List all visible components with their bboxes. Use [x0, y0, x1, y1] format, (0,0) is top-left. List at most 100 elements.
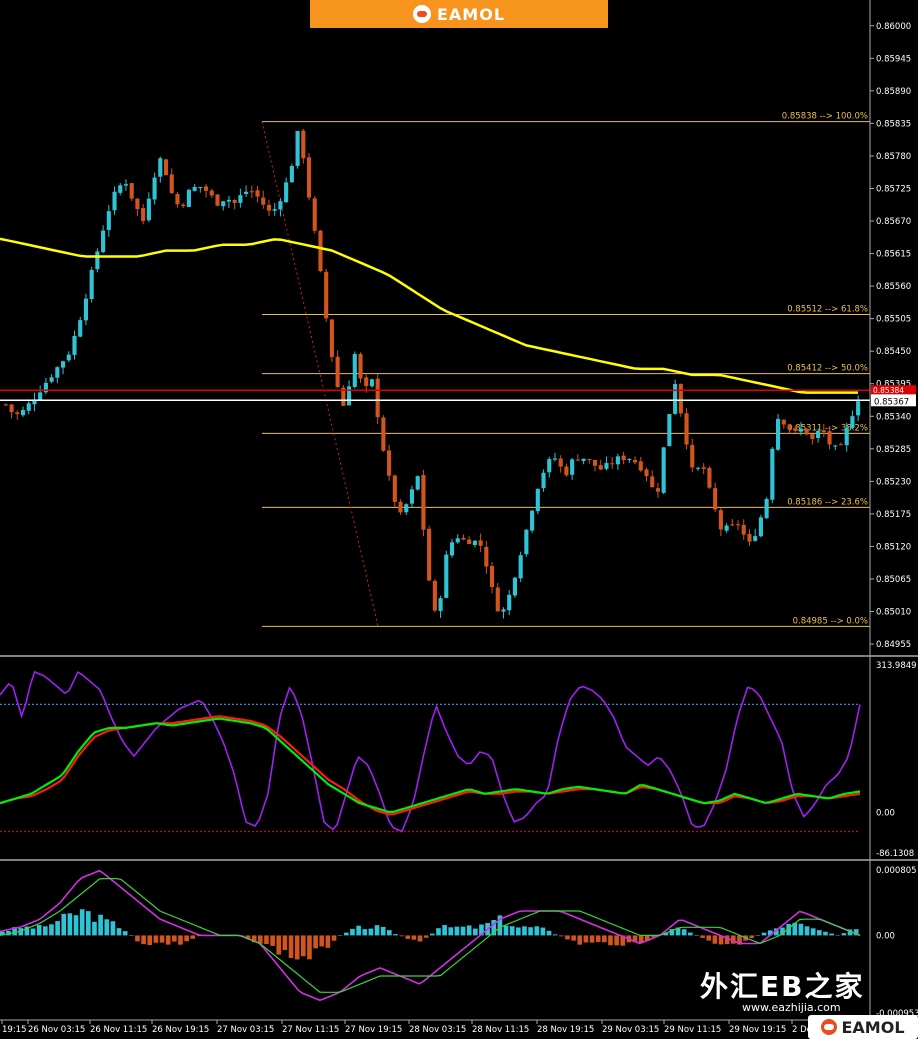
macd-histogram-bar [663, 932, 669, 936]
candle-body [438, 598, 443, 611]
macd-histogram-bar [694, 935, 699, 936]
price-tick-label: 0.85340 [876, 412, 911, 422]
candle-body [78, 320, 83, 337]
price-tick-label: 0.85010 [876, 608, 911, 618]
macd-histogram-bar [804, 926, 810, 936]
macd-histogram-bar [823, 931, 828, 936]
macd-histogram-bar [153, 935, 159, 943]
macd-histogram-bar [350, 928, 355, 936]
candle-body [724, 525, 729, 531]
macd-histogram-bar [356, 925, 361, 936]
candle-body [284, 182, 289, 203]
candle-body [255, 190, 260, 197]
candle-body [358, 354, 363, 379]
candle-body [707, 467, 712, 488]
macd-histogram-bar [565, 935, 570, 940]
macd-histogram-bar [749, 935, 755, 939]
candle-body [181, 204, 186, 207]
candle-body [690, 444, 695, 468]
candle-body [735, 524, 741, 526]
candle-body [295, 131, 300, 166]
macd-tick-label: 0.00 [876, 931, 895, 941]
time-axis-label: 29 Nov 19:15 [729, 1025, 786, 1035]
price-tick-label: 0.84955 [876, 640, 911, 650]
macd-histogram-bar [835, 934, 841, 936]
candle-body [404, 504, 409, 513]
macd-histogram-bar [178, 935, 183, 945]
candle-body [695, 467, 701, 469]
current-price-tag [871, 394, 916, 407]
candle-body [209, 190, 214, 196]
macd-histogram-bar [405, 935, 411, 939]
macd-tick-label: 0.000805 [876, 866, 917, 876]
candle-body [55, 367, 60, 378]
top-logo-text: EAMOL [436, 4, 506, 24]
candle-body [615, 456, 620, 465]
candle-body [266, 204, 272, 211]
candle-body [101, 230, 106, 253]
candle-body [112, 191, 117, 211]
price-tick-label: 0.85725 [876, 184, 911, 194]
candle-body [787, 424, 792, 430]
macd-histogram-bar [110, 921, 116, 936]
watermark-text: 外汇EB之家 [700, 970, 865, 1003]
price-tick-label: 0.85505 [876, 315, 911, 325]
candle-body [667, 414, 672, 447]
macd-histogram-bar [473, 928, 478, 936]
macd-histogram-bar [761, 932, 767, 936]
macd-histogram-bar [528, 927, 533, 936]
candle-body [530, 510, 535, 531]
candle-body [364, 377, 369, 387]
candle-body [123, 184, 129, 186]
macd-histogram-bar [780, 927, 785, 936]
macd-histogram-bar [380, 926, 386, 936]
candle-body [347, 386, 352, 406]
macd-histogram-bar [36, 925, 42, 936]
top-logo-banner: EAMOL [310, 0, 608, 28]
macd-histogram-bar [731, 935, 736, 944]
candle-body [444, 554, 449, 598]
macd-histogram-bar [620, 935, 626, 946]
price-tick-label: 0.86000 [876, 22, 911, 32]
candle-body [43, 382, 48, 393]
macd-histogram-bar [767, 930, 773, 936]
candle-body [850, 416, 855, 429]
macd-histogram-bar [559, 935, 564, 937]
candle-body [186, 189, 191, 207]
macd-histogram-bar [737, 935, 742, 945]
candle-body [535, 488, 540, 512]
candle-body [547, 459, 552, 473]
candle-body [558, 458, 563, 467]
candle-body [387, 450, 392, 476]
macd-histogram-bar [98, 914, 103, 936]
price-tick-label: 0.85175 [876, 510, 911, 520]
macd-histogram-bar [786, 924, 791, 936]
candle-body [650, 476, 655, 488]
candle-body [335, 356, 340, 388]
macd-histogram-bar [387, 930, 392, 936]
fib-level-label: 0.85412 --> 50.0% [787, 364, 868, 374]
time-axis-label: 28 Nov 03:15 [409, 1025, 466, 1035]
candle-body [673, 383, 678, 414]
time-axis-label: 28 Nov 19:15 [537, 1025, 594, 1035]
candle-body [146, 198, 151, 221]
current-price-label: 0.85367 [874, 397, 909, 407]
macd-histogram-bar [301, 935, 306, 957]
red-price-tag [871, 385, 916, 395]
candle-body [15, 412, 20, 415]
candle-body [329, 319, 334, 357]
macd-histogram-bar [829, 933, 834, 936]
candle-body [95, 251, 100, 270]
candle-body [106, 211, 111, 230]
time-axis-label: 19:15 [2, 1025, 27, 1035]
macd-histogram-bar [798, 923, 804, 936]
macd-histogram-bar [417, 935, 423, 942]
candle-body [392, 475, 397, 502]
macd-histogram-bar [172, 935, 177, 942]
macd-histogram-bar [79, 909, 85, 936]
candle-body [3, 404, 8, 406]
macd-histogram-bar [817, 930, 822, 936]
candle-body [369, 379, 374, 387]
